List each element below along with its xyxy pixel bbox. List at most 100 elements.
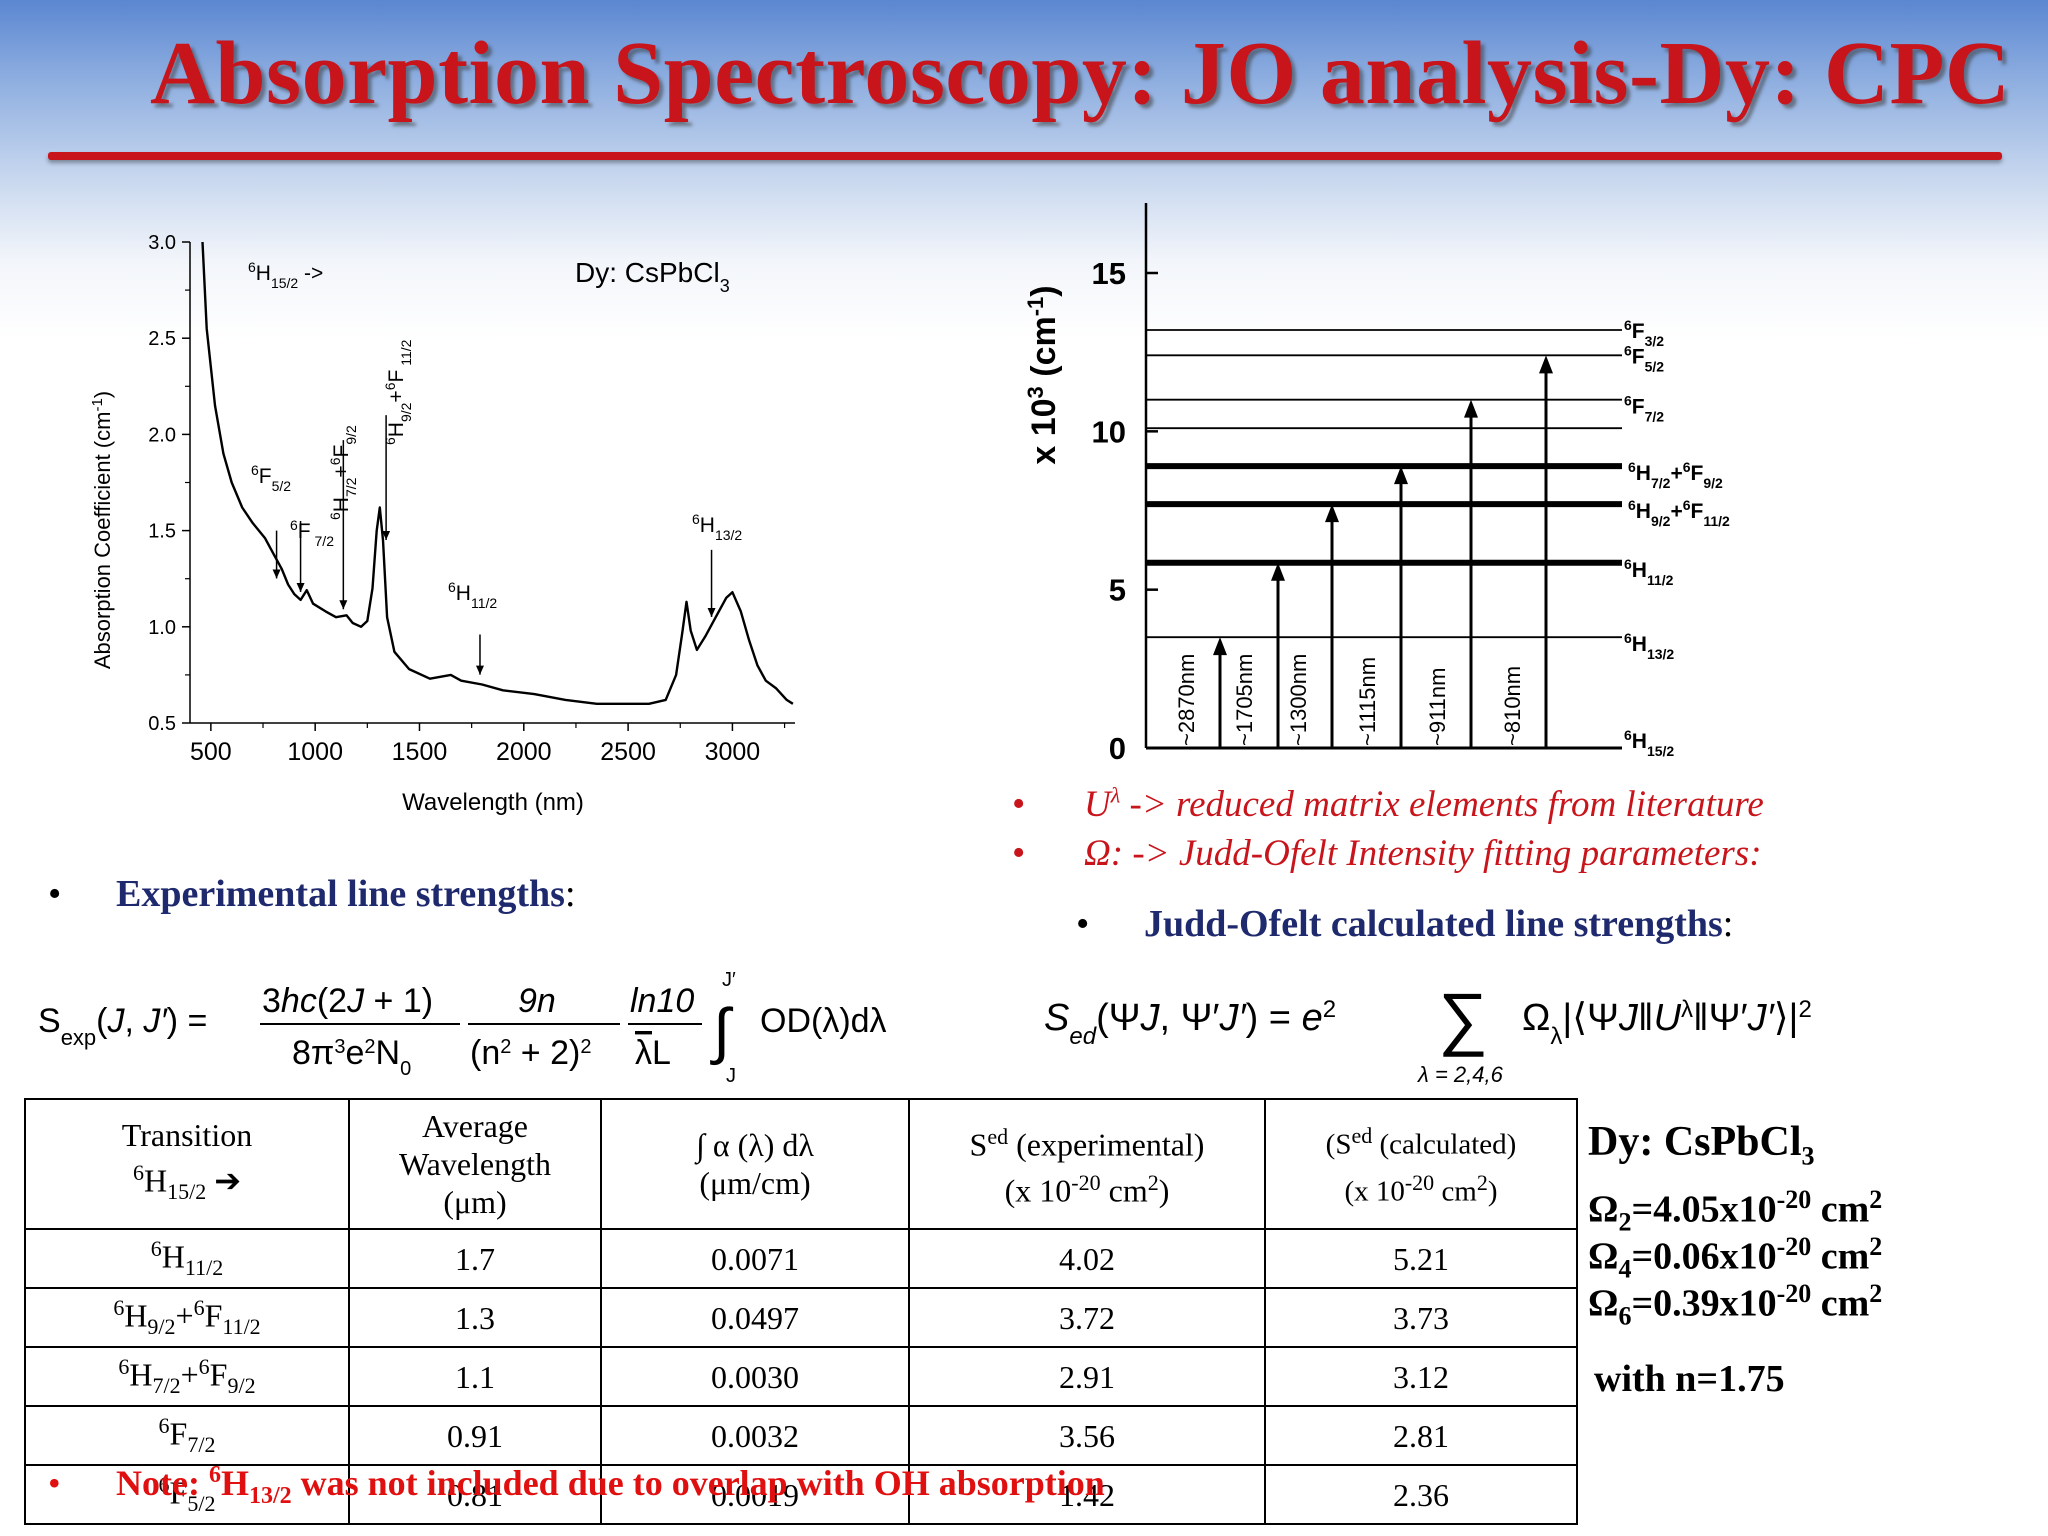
- annotation-arrowhead: [272, 569, 281, 579]
- equation-judd-ofelt: Sed(ΨJ, Ψ′J′) = e2 ∑ λ = 2,4,6 Ωλ|⟨ΨJ‖Uλ…: [1020, 950, 1918, 1088]
- transition-arrowhead: [1539, 355, 1553, 374]
- svg-text:8π3e2N0: 8π3e2N0: [292, 1034, 411, 1080]
- transition-wavelength-label: ~911nm: [1425, 668, 1450, 746]
- svg-text:∫: ∫: [710, 997, 734, 1066]
- integral-cell: 0.0071: [600, 1227, 910, 1290]
- energy-level-label: 6H13/2: [1624, 630, 1674, 662]
- transition-cell: 6H9/2+6F11/2: [24, 1287, 350, 1349]
- s-calc-cell: 2.36: [1264, 1464, 1578, 1526]
- energy-y-tick-label: 0: [1109, 731, 1126, 766]
- transition-cell: 6H11/2: [24, 1227, 350, 1290]
- svg-text:∑: ∑: [1438, 979, 1488, 1057]
- energy-level-label: 6F3/2: [1624, 317, 1664, 349]
- s-exp-cell: 1.42: [908, 1464, 1266, 1526]
- wavelength-cell: 0.81: [348, 1464, 602, 1526]
- energy-y-tick-label: 10: [1092, 414, 1126, 449]
- header-transition: Transition 6H15/2 ➔: [24, 1098, 350, 1230]
- bullet-reduced-matrix: • Uλ -> reduced matrix elements from lite…: [1012, 782, 1764, 825]
- wavelength-cell: 0.91: [348, 1405, 602, 1467]
- svg-text:Ωλ|⟨ΨJ‖Uλ‖Ψ′J′⟩|2: Ωλ|⟨ΨJ‖Uλ‖Ψ′J′⟩|2: [1522, 996, 1812, 1050]
- svg-text:9n: 9n: [518, 982, 556, 1020]
- table-row: 6H7/2+6F9/2 1.1 0.0030 2.91 3.12: [24, 1346, 1578, 1408]
- wavelength-cell: 1.1: [348, 1346, 602, 1408]
- params-heading: Dy: CsPbCl3: [1588, 1119, 1815, 1171]
- jo-calculated-heading: • Judd-Ofelt calculated line strengths:: [1076, 903, 1734, 945]
- svg-text:3hc(2J + 1): 3hc(2J + 1): [262, 982, 433, 1020]
- omega6-value: Ω6=0.39x10-20 cm2: [1588, 1279, 1883, 1331]
- spectrum-y-tick-label: 1.0: [148, 617, 176, 639]
- absorption-spectrum-chart: 500 1000 1500 2000 2500 3000 0.5 1.0 1.5 2.0 2.5 3.…: [89, 232, 795, 816]
- svg-text:λ = 2,4,6: λ = 2,4,6: [1417, 1062, 1504, 1087]
- transition-cell: 6H7/2+6F9/2: [24, 1346, 350, 1408]
- spectrum-chart-title: Dy: CsPbCl3: [575, 257, 730, 296]
- line-strength-table: Transition 6H15/2 ➔ Average Wavelength (μm)…: [24, 1098, 1578, 1526]
- s-calc-cell: 5.21: [1264, 1227, 1578, 1290]
- annotation-arrowhead: [707, 607, 716, 617]
- table-row: 6H9/2+6F11/2 1.3 0.0497 3.72 3.73: [24, 1287, 1578, 1349]
- integral-cell: 0.0497: [600, 1287, 910, 1349]
- annotation-arrowhead: [339, 600, 348, 610]
- annotation-6H7-2-6F9-2: 6H7/2+6F9/2: [327, 425, 359, 520]
- integral-cell: 0.0019: [600, 1464, 910, 1526]
- s-calc-cell: 3.73: [1264, 1287, 1578, 1349]
- spectrum-y-tick-label: 2.0: [148, 424, 176, 446]
- svg-text:Sexp(J, J′) =: Sexp(J, J′) =: [38, 1002, 207, 1050]
- oh-overlap-note: • Note: 6H13/2 was not included due to ov…: [48, 1462, 1105, 1510]
- annotation-6H11-2: 6H11/2: [448, 579, 497, 611]
- annotation-arrowhead: [382, 530, 391, 540]
- absorption-curve: [201, 241, 794, 705]
- wavelength-cell: 1.7: [348, 1227, 602, 1290]
- transition-arrowhead: [1271, 562, 1285, 581]
- annotation-6H9-2-6F11-2: 6H9/2+6F 11/2: [382, 339, 414, 445]
- svg-text:λL: λL: [635, 1034, 671, 1072]
- svg-text:OD(λ)dλ: OD(λ)dλ: [760, 1002, 887, 1040]
- omega2-value: Ω2=4.05x10-20 cm2: [1588, 1185, 1883, 1237]
- annotation-arrowhead: [475, 665, 484, 675]
- svg-text:ln10: ln10: [630, 982, 694, 1020]
- table-row: 6F5/2 0.81 0.0019 1.42 2.36: [24, 1464, 1578, 1526]
- spectrum-x-axis-label: Wavelength (nm): [402, 789, 584, 816]
- slide-title: Absorption Spectroscopy: JO analysis-Dy:…: [150, 24, 2011, 123]
- energy-y-tick-label: 15: [1092, 256, 1126, 291]
- integral-cell: 0.0032: [600, 1405, 910, 1467]
- energy-level-label: 6H15/2: [1624, 727, 1674, 759]
- s-exp-cell: 3.72: [908, 1287, 1266, 1349]
- spectrum-y-tick-label: 3.0: [148, 232, 176, 254]
- spectrum-x-tick-label: 1000: [287, 738, 343, 766]
- energy-level-label: 6F5/2: [1624, 342, 1664, 374]
- annotation-6F5-2: 6F5/2: [251, 462, 291, 494]
- s-exp-cell: 2.91: [908, 1346, 1266, 1408]
- energy-y-axis-label: x 103 (cm-1): [1023, 285, 1064, 464]
- energy-y-tick-label: 5: [1109, 573, 1126, 608]
- s-calc-cell: 3.12: [1264, 1346, 1578, 1408]
- table-header-row: Transition 6H15/2 ➔ Average Wavelength (μm)…: [24, 1098, 1578, 1230]
- spectrum-y-tick-label: 1.5: [148, 521, 176, 543]
- header-integral: ∫ α (λ) dλ (μm/cm): [600, 1098, 910, 1230]
- transition-arrowhead: [1213, 637, 1227, 656]
- integral-cell: 0.0030: [600, 1346, 910, 1408]
- refractive-index-note: with n=1.75: [1594, 1358, 1785, 1400]
- spectrum-y-tick-label: 2.5: [148, 328, 176, 350]
- annotation-origin-level: 6H15/2 ->: [248, 259, 323, 291]
- experimental-heading: • Experimental line strengths:: [48, 873, 576, 915]
- transition-wavelength-label: ~2870nm: [1174, 654, 1199, 746]
- arrow-right-icon: ➔: [214, 1163, 242, 1200]
- transition-wavelength-label: ~1115nm: [1355, 657, 1380, 746]
- svg-text:J′: J′: [722, 969, 736, 991]
- s-exp-cell: 4.02: [908, 1227, 1266, 1290]
- spectrum-x-tick-label: 2500: [600, 738, 656, 766]
- transition-wavelength-label: ~810nm: [1500, 666, 1525, 746]
- spectrum-x-tick-label: 3000: [705, 738, 761, 766]
- spectrum-x-tick-label: 1500: [392, 738, 448, 766]
- transition-arrowhead: [1464, 399, 1478, 418]
- transition-wavelength-label: ~1300nm: [1286, 654, 1311, 746]
- energy-level-label: 6F7/2: [1624, 393, 1664, 425]
- header-s-experimental: Sed (experimental) (x 10-20 cm2): [908, 1098, 1266, 1230]
- svg-text:Sed(ΨJ, Ψ′J′) = e2: Sed(ΨJ, Ψ′J′) = e2: [1044, 996, 1336, 1050]
- annotation-6H13-2: 6H13/2: [692, 511, 742, 543]
- transition-arrowhead: [1394, 466, 1408, 485]
- energy-level-label: 6H11/2: [1624, 556, 1674, 588]
- bullet-jo-parameters: • Ω: -> Judd-Ofelt Intensity fitting para…: [1012, 832, 1762, 874]
- transition-wavelength-label: ~1705nm: [1232, 654, 1257, 746]
